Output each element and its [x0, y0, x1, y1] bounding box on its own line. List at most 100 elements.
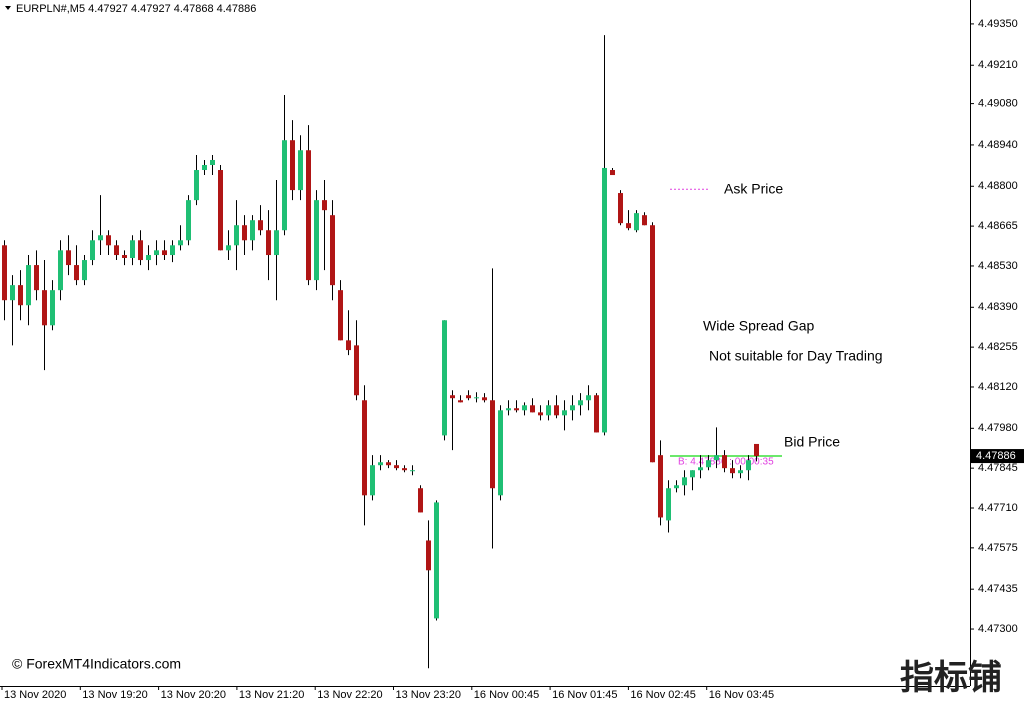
x-tick-label: 13 Nov 19:20: [82, 689, 147, 701]
candle-body: [722, 455, 727, 469]
x-tick-label: 16 Nov 03:45: [709, 689, 774, 701]
candle-body: [234, 225, 239, 246]
candle-body: [570, 405, 575, 411]
candle-body: [666, 488, 671, 521]
candle-body: [10, 285, 15, 301]
candle-body: [34, 265, 39, 291]
candle-body: [218, 170, 223, 251]
candle-body: [378, 462, 383, 466]
last-open: 4.47927: [88, 3, 128, 15]
candle-body: [250, 220, 255, 241]
symbol: EURPLN#,M5: [16, 3, 85, 15]
candle-body: [490, 400, 495, 489]
candle-body: [506, 408, 511, 411]
candle-body: [354, 345, 359, 396]
candle-body: [738, 470, 743, 474]
candle-body: [426, 540, 431, 571]
candle-body: [362, 400, 367, 496]
header-arrow: [5, 6, 11, 10]
candle-body: [170, 245, 175, 256]
candle-body: [146, 255, 151, 261]
candle-body: [98, 235, 103, 241]
annotation: Bid Price: [784, 434, 840, 450]
x-tick-label: 13 Nov 22:20: [317, 689, 382, 701]
candle-body: [178, 240, 183, 246]
candle-body: [186, 200, 191, 241]
candle-body: [50, 290, 55, 326]
candle-body: [386, 462, 391, 466]
candle-body: [658, 455, 663, 518]
price-label-bg: [971, 449, 1024, 464]
candle-body: [122, 255, 127, 258]
y-tick-label: 4.47575: [978, 542, 1018, 554]
y-tick-label: 4.47300: [978, 623, 1018, 635]
candle-body: [682, 477, 687, 486]
candle-body: [554, 405, 559, 416]
y-tick-label: 4.49080: [978, 98, 1018, 110]
candle-body: [690, 470, 695, 478]
candle-body: [410, 470, 415, 472]
candle-body: [106, 235, 111, 246]
candle-body: [346, 340, 351, 351]
candle-body: [2, 245, 7, 301]
candle-body: [402, 468, 407, 471]
y-tick-label: 4.47435: [978, 583, 1018, 595]
candle-body: [610, 170, 615, 176]
candle-body: [258, 220, 263, 231]
candle-body: [266, 230, 271, 256]
candle-body: [282, 140, 287, 231]
last-high: 4.47927: [131, 3, 171, 15]
current-price: 4.47886: [976, 450, 1016, 462]
candle-body: [586, 395, 591, 401]
candle-body: [194, 170, 199, 201]
candle-body: [642, 215, 647, 226]
candle-body: [306, 150, 311, 281]
candle-body: [618, 193, 623, 224]
candle-body: [114, 245, 119, 256]
candle-body: [498, 410, 503, 496]
annotation: Ask Price: [724, 181, 783, 197]
y-tick-label: 4.48940: [978, 139, 1018, 151]
candle-body: [546, 405, 551, 416]
x-tick-label: 16 Nov 02:45: [630, 689, 695, 701]
candle-body: [482, 397, 487, 401]
x-tick-label: 16 Nov 01:45: [552, 689, 617, 701]
last-low: 4.47868: [174, 3, 214, 15]
candle-body: [714, 455, 719, 461]
candle-body: [162, 250, 167, 256]
y-tick-label: 4.47980: [978, 422, 1018, 434]
candle-body: [650, 225, 655, 463]
candle-body: [522, 405, 527, 411]
candle-body: [42, 290, 47, 326]
x-tick-label: 13 Nov 21:20: [239, 689, 304, 701]
candle-body: [58, 250, 63, 291]
annotation: Wide Spread Gap: [703, 318, 814, 334]
candle-body: [434, 502, 439, 619]
candle-body: [226, 245, 231, 251]
candle-body: [26, 265, 31, 306]
y-tick-label: 4.48255: [978, 341, 1018, 353]
candle-body: [370, 465, 375, 496]
candle-body: [602, 167, 607, 433]
candle-body: [210, 159, 215, 166]
candle-body: [514, 408, 519, 411]
y-tick-label: 4.47710: [978, 502, 1018, 514]
watermark: 指标铺: [900, 659, 1002, 697]
candle-body: [562, 410, 567, 416]
x-tick-label: 13 Nov 23:20: [396, 689, 461, 701]
last-close: 4.47886: [217, 3, 257, 15]
candle-body: [90, 240, 95, 261]
copyright: © ForexMT4Indicators.com: [12, 656, 181, 672]
candle-body: [626, 223, 631, 229]
candle-body: [290, 140, 295, 191]
candle-body: [298, 150, 303, 191]
candle-body: [442, 320, 447, 436]
candle-body: [466, 395, 471, 399]
candle-body: [578, 400, 583, 406]
candle-body: [474, 397, 479, 399]
y-tick-label: 4.48800: [978, 180, 1018, 192]
candle-body: [82, 260, 87, 281]
y-tick-label: 4.48390: [978, 301, 1018, 313]
candle-body: [330, 215, 335, 286]
